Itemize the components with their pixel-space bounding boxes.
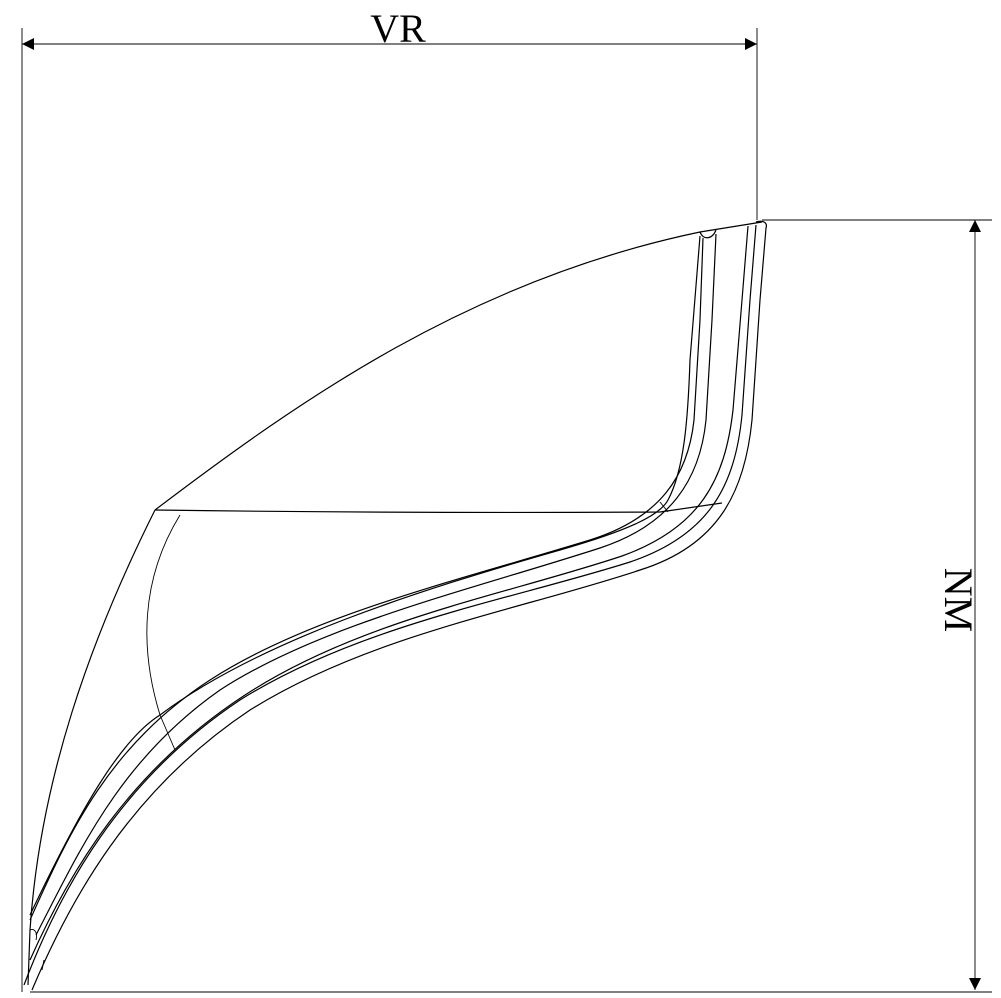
height-label: NM [936,568,981,632]
width-label: VR [370,6,426,51]
extension-lines [21,28,992,993]
part [23,220,767,991]
